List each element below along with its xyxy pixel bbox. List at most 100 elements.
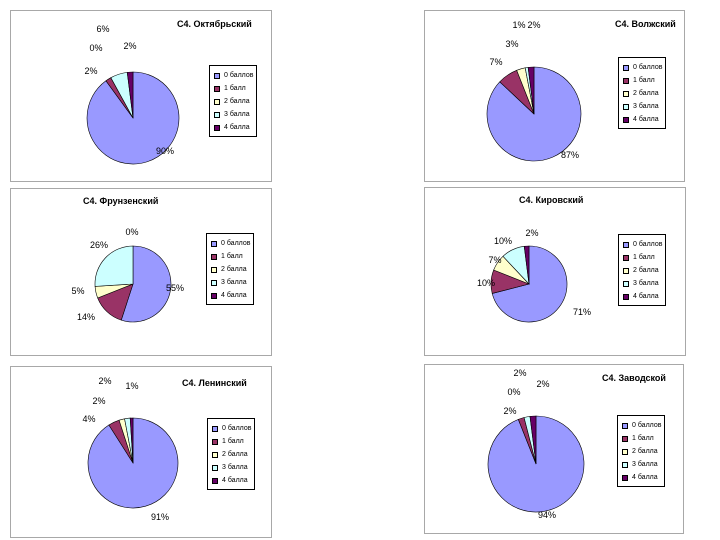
legend-label: 3 балла	[632, 461, 658, 468]
legend-label: 2 балла	[222, 451, 248, 458]
pie-slice	[94, 245, 134, 287]
legend-item: 1 балл	[623, 251, 662, 264]
legend-item: 0 баллов	[211, 237, 250, 250]
legend-swatch	[623, 293, 629, 300]
legend-item: 3 балла	[211, 276, 250, 289]
pie-slice	[129, 417, 134, 464]
legend-item: 0 баллов	[212, 422, 251, 435]
legend-label: 0 баллов	[633, 241, 663, 248]
legend-label: 4 балла	[222, 477, 248, 484]
data-label: 2%	[123, 41, 136, 51]
legend-label: 4 балла	[221, 292, 247, 299]
chart-title: C4. Кировский	[519, 195, 584, 205]
data-label: 2%	[525, 228, 538, 238]
legend-item: 3 балла	[214, 108, 253, 121]
legend-item: 2 балла	[623, 264, 662, 277]
chart-panel: 91% 4% 2% 2% 1% C4. Ленинский 0 баллов 1 балл 2 …	[10, 366, 272, 538]
data-label: 0%	[125, 227, 138, 237]
legend-label: 0 баллов	[221, 240, 251, 247]
legend-label: 3 балла	[222, 464, 248, 471]
legend-item: 1 балл	[214, 82, 253, 95]
chart-panel: 55% 14% 5% 26% 0% C4. Фрунзенский 0 баллов 1 ба…	[10, 188, 272, 356]
legend-item: 3 балла	[623, 100, 662, 113]
legend-item: 2 балла	[623, 87, 662, 100]
legend-swatch	[623, 116, 629, 123]
legend-swatch	[212, 425, 218, 432]
legend-swatch	[214, 72, 220, 79]
legend-swatch	[211, 253, 217, 260]
legend-label: 3 балла	[224, 111, 250, 118]
data-label: 1%	[125, 381, 138, 391]
pie-chart: 55% 14% 5% 26% 0%	[71, 227, 184, 323]
data-label: 14%	[77, 312, 95, 322]
data-label: 4%	[82, 414, 95, 424]
legend-item: 0 баллов	[623, 238, 662, 251]
legend-item: 2 балла	[622, 445, 661, 458]
chart-panel: 87% 7% 3% 1% 2% C4. Волжский 0 баллов 1 балл 2 б…	[424, 10, 685, 182]
legend-item: 4 балла	[622, 471, 661, 484]
legend-swatch	[212, 477, 218, 484]
legend-item: 0 баллов	[622, 419, 661, 432]
legend-label: 1 балл	[633, 77, 655, 84]
legend-item: 3 балла	[622, 458, 661, 471]
legend-label: 2 балла	[632, 448, 658, 455]
legend-label: 2 балла	[633, 90, 659, 97]
legend-item: 1 балл	[623, 74, 662, 87]
pie-slice	[126, 71, 134, 119]
data-label: 90%	[156, 146, 174, 156]
chart-legend: 0 баллов 1 балл 2 балла 3 балла 4 балла	[617, 415, 666, 487]
legend-swatch	[622, 422, 628, 429]
data-label: 2%	[98, 376, 111, 386]
chart-panel: 90% 2% 0% 6% 2% C4. Октябрьский 0 баллов 1 балл…	[10, 10, 272, 182]
chart-legend: 0 баллов 1 балл 2 балла 3 балла 4 балла	[209, 65, 258, 137]
legend-swatch	[623, 64, 629, 71]
legend-swatch	[622, 474, 628, 481]
chart-panel: 94% 2% 0% 2% 2% C4. Заводской 0 баллов 1 балл 2 …	[424, 364, 684, 534]
pie-chart: 71% 10% 7% 10% 2%	[477, 228, 591, 323]
legend-swatch	[211, 240, 217, 247]
data-label: 7%	[488, 255, 501, 265]
legend-swatch	[214, 111, 220, 118]
data-label: 10%	[477, 278, 495, 288]
legend-label: 1 балл	[222, 438, 244, 445]
chart-panel: 71% 10% 7% 10% 2% C4. Кировский 0 баллов 1 балл…	[424, 187, 686, 356]
legend-swatch	[622, 448, 628, 455]
legend-item: 4 балла	[623, 113, 662, 126]
legend-item: 3 балла	[212, 461, 251, 474]
legend-label: 2 балла	[221, 266, 247, 273]
legend-label: 0 баллов	[632, 422, 662, 429]
pie-chart: 90% 2% 0% 6% 2%	[84, 24, 180, 165]
data-label: 10%	[494, 236, 512, 246]
data-label: 3%	[505, 39, 518, 49]
legend-swatch	[623, 267, 629, 274]
data-label: 2%	[84, 66, 97, 76]
data-label: 1%	[512, 20, 525, 30]
data-label: 0%	[89, 43, 102, 53]
data-label: 2%	[92, 396, 105, 406]
legend-swatch	[211, 292, 217, 299]
chart-title: C4. Волжский	[615, 19, 676, 29]
pie-slice	[523, 245, 530, 285]
legend-item: 4 балла	[214, 121, 253, 134]
legend-label: 4 балла	[224, 124, 250, 131]
legend-item: 0 баллов	[623, 61, 662, 74]
legend-swatch	[212, 464, 218, 471]
data-label: 2%	[536, 379, 549, 389]
data-label: 2%	[527, 20, 540, 30]
data-label: 94%	[538, 510, 556, 520]
legend-label: 3 балла	[633, 103, 659, 110]
legend-label: 1 балл	[633, 254, 655, 261]
legend-swatch	[212, 451, 218, 458]
legend-label: 1 балл	[224, 85, 246, 92]
legend-item: 1 балл	[212, 435, 251, 448]
chart-title: C4. Фрунзенский	[83, 196, 159, 206]
legend-item: 1 балл	[211, 250, 250, 263]
pie-slice	[527, 66, 535, 115]
legend-swatch	[214, 124, 220, 131]
legend-item: 4 балла	[623, 290, 662, 303]
legend-swatch	[214, 98, 220, 105]
data-label: 0%	[507, 387, 520, 397]
legend-item: 1 балл	[622, 432, 661, 445]
data-label: 5%	[71, 286, 84, 296]
